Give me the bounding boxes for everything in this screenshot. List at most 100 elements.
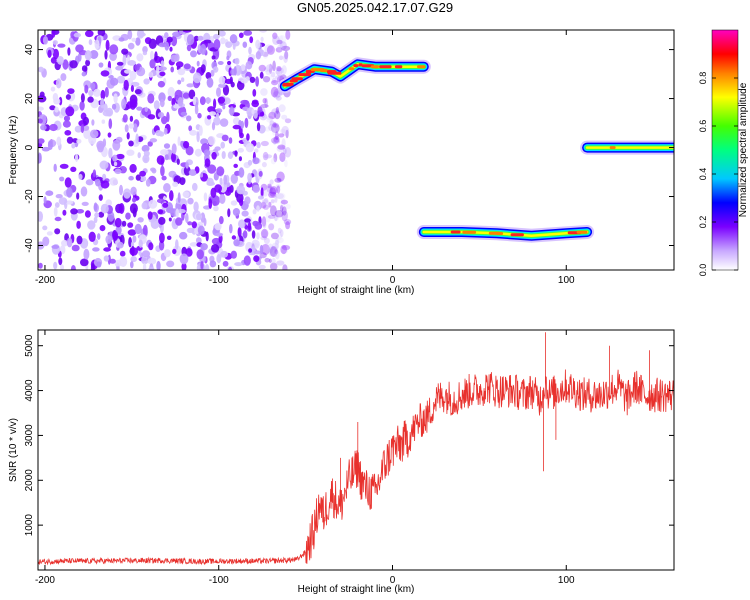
noise-dot	[171, 152, 176, 163]
noise-dot	[262, 98, 267, 104]
noise-dot	[275, 193, 284, 200]
noise-dot	[159, 99, 165, 108]
noise-dot	[262, 229, 268, 239]
noise-dot	[62, 59, 69, 70]
noise-dot	[97, 233, 101, 240]
noise-dot	[172, 31, 181, 38]
noise-dot	[278, 55, 284, 61]
noise-dot	[127, 222, 134, 228]
noise-dot	[180, 111, 188, 116]
noise-dot	[272, 127, 276, 136]
noise-dot	[137, 217, 144, 223]
noise-dot	[171, 143, 177, 155]
noise-dot	[193, 201, 199, 212]
noise-dot	[66, 136, 74, 144]
noise-dot	[109, 177, 118, 186]
noise-dot	[136, 53, 144, 62]
noise-dot	[219, 177, 223, 185]
noise-dot	[275, 47, 283, 53]
noise-dot	[182, 191, 190, 198]
noise-dot	[123, 79, 129, 91]
noise-dot	[228, 137, 233, 144]
noise-dot	[157, 112, 165, 118]
noise-dot	[246, 133, 250, 141]
noise-dot	[158, 240, 165, 251]
noise-dot	[80, 124, 85, 134]
noise-dot	[117, 241, 124, 249]
noise-dot	[261, 216, 267, 227]
noise-dot	[103, 247, 111, 252]
noise-dot	[276, 177, 282, 183]
noise-dot	[179, 253, 189, 265]
noise-dot	[159, 71, 166, 77]
noise-dot	[98, 194, 103, 201]
noise-dot	[38, 118, 43, 124]
noise-dot	[256, 205, 260, 212]
colorbar-tick-label: 0.2	[698, 216, 708, 229]
noise-dot	[226, 55, 230, 61]
noise-dot	[161, 115, 168, 125]
noise-dot	[262, 221, 267, 229]
noise-dot	[95, 178, 101, 187]
noise-dot	[225, 41, 233, 48]
noise-dot	[42, 36, 49, 45]
noise-dot	[273, 153, 278, 163]
noise-dot	[261, 161, 267, 168]
noise-dot	[213, 205, 219, 212]
noise-dot	[271, 108, 280, 116]
track-peak	[462, 230, 477, 234]
noise-dot	[220, 250, 229, 258]
noise-dot	[66, 237, 73, 248]
noise-dot	[121, 220, 127, 227]
noise-dot	[267, 243, 274, 254]
x-tick-label: 0	[390, 275, 396, 286]
noise-dot	[284, 118, 292, 124]
noise-dot	[100, 97, 105, 109]
noise-dot	[121, 98, 127, 110]
noise-dot	[239, 198, 244, 206]
noise-dot	[200, 261, 204, 270]
noise-dot	[132, 197, 137, 203]
noise-dot	[38, 138, 45, 144]
noise-dot	[167, 95, 172, 102]
noise-dot	[264, 97, 268, 109]
noise-dot	[90, 82, 96, 90]
noise-dot	[114, 168, 122, 175]
noise-dot	[168, 217, 172, 222]
noise-dot	[188, 169, 197, 176]
noise-dot	[275, 184, 281, 189]
track-peak	[394, 65, 403, 69]
noise-dot	[239, 132, 244, 139]
x-tick-label: -200	[35, 275, 55, 286]
noise-dot	[130, 186, 137, 196]
noise-dot	[252, 157, 260, 165]
noise-dot	[270, 123, 280, 133]
noise-dot	[156, 155, 165, 165]
noise-dot	[207, 115, 212, 120]
noise-dot	[271, 257, 276, 265]
noise-dot	[203, 192, 208, 202]
noise-dot	[279, 41, 287, 51]
noise-dot	[222, 104, 226, 110]
noise-dot	[256, 141, 261, 149]
noise-dot	[222, 84, 230, 96]
noise-dot	[38, 262, 43, 269]
noise-dot	[280, 67, 284, 74]
noise-dot	[272, 91, 281, 99]
noise-dot	[186, 227, 195, 233]
noise-dot	[267, 183, 272, 189]
noise-dot	[197, 35, 204, 41]
noise-dot	[122, 54, 127, 66]
noise-dot	[280, 244, 288, 255]
noise-dot	[187, 221, 193, 226]
noise-dot	[227, 151, 234, 159]
noise-dot	[203, 149, 211, 157]
snr-x-label: Height of straight line (km)	[298, 584, 415, 595]
noise-dot	[232, 124, 241, 130]
noise-dot	[266, 45, 275, 55]
noise-dot	[267, 214, 276, 219]
noise-dot	[163, 183, 171, 193]
noise-dot	[170, 54, 178, 63]
noise-dot	[166, 235, 172, 240]
